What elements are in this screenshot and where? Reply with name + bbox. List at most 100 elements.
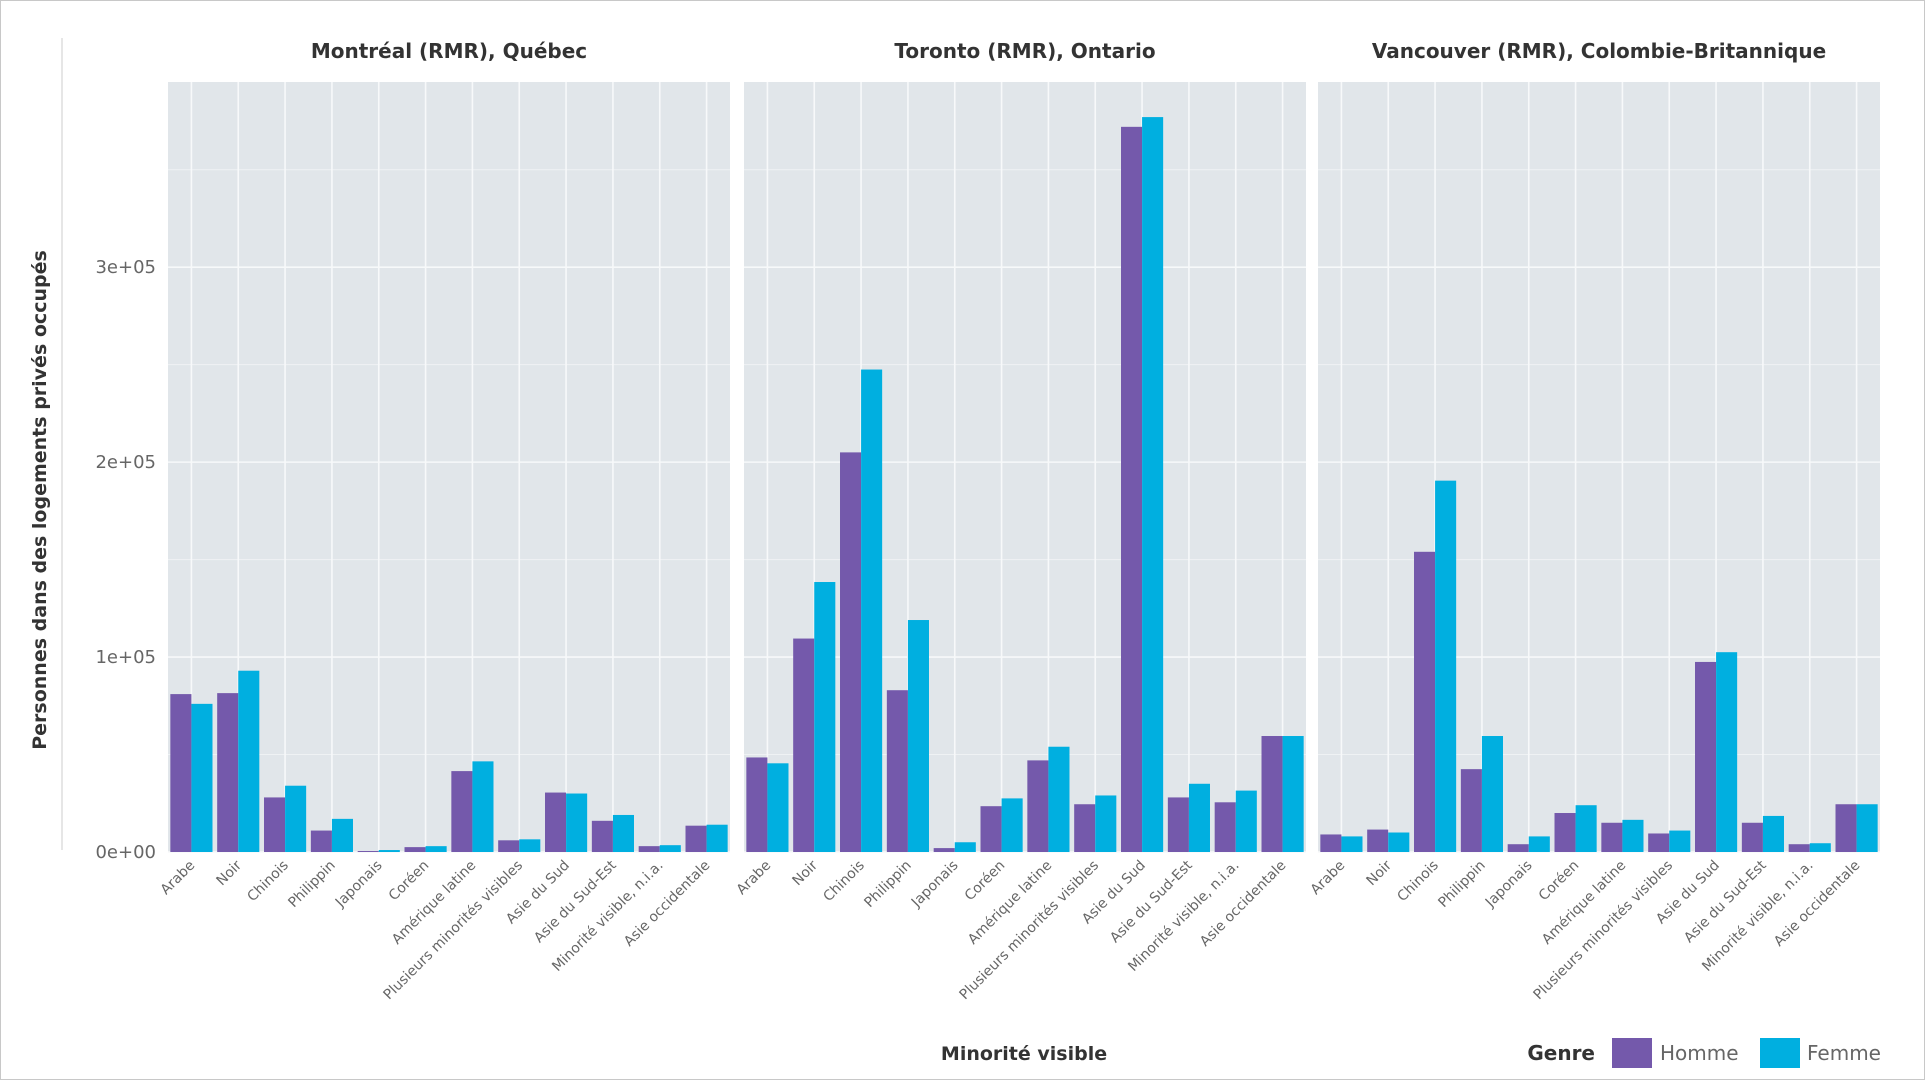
bar-homme bbox=[217, 693, 239, 852]
bar-femme bbox=[1048, 746, 1070, 852]
legend-label-homme: Homme bbox=[1660, 1041, 1739, 1065]
bar-homme bbox=[264, 797, 286, 852]
x-tick-label: Noir bbox=[789, 857, 821, 889]
y-tick-label: 2e+05 bbox=[95, 452, 156, 473]
x-tick-label: Amérique latine bbox=[965, 858, 1055, 948]
bar-homme bbox=[1320, 834, 1342, 852]
bar-homme bbox=[357, 851, 379, 852]
bar-femme bbox=[519, 839, 541, 852]
bar-femme bbox=[612, 814, 634, 852]
x-tick-label: Amérique latine bbox=[1539, 858, 1629, 948]
bar-femme bbox=[566, 793, 588, 852]
bar-femme bbox=[1809, 843, 1831, 852]
bar-femme bbox=[1481, 736, 1503, 852]
x-tick-label: Chinois bbox=[1394, 858, 1441, 905]
bar-homme bbox=[1121, 126, 1143, 852]
x-tick-label: Arabe bbox=[158, 858, 199, 899]
bar-homme bbox=[451, 771, 473, 852]
bar-femme bbox=[1388, 832, 1410, 852]
bar-homme bbox=[1601, 822, 1623, 852]
bar-femme bbox=[1142, 117, 1164, 852]
bar-femme bbox=[767, 763, 789, 852]
x-tick-label: Arabe bbox=[1308, 858, 1349, 899]
x-tick-label: Philippin bbox=[285, 858, 338, 911]
y-tick-label: 3e+05 bbox=[95, 257, 156, 278]
x-tick-label: Japonais bbox=[1482, 858, 1536, 912]
bar-femme bbox=[706, 824, 728, 852]
bar-femme bbox=[1188, 783, 1210, 852]
x-tick-label: Noir bbox=[213, 857, 245, 889]
legend-title: Genre bbox=[1527, 1041, 1595, 1065]
x-tick-label: Philippin bbox=[1435, 858, 1488, 911]
bar-femme bbox=[425, 846, 447, 852]
bar-homme bbox=[685, 825, 707, 852]
bar-femme bbox=[1095, 795, 1117, 852]
panel-title: Vancouver (RMR), Colombie-Britannique bbox=[1372, 39, 1826, 63]
bar-femme bbox=[1762, 815, 1784, 852]
bar-homme bbox=[170, 694, 192, 852]
y-tick-label: 0e+00 bbox=[95, 842, 156, 863]
bar-homme bbox=[1414, 551, 1436, 852]
bar-femme bbox=[1669, 830, 1691, 852]
bar-femme bbox=[814, 582, 836, 852]
bar-homme bbox=[1167, 797, 1189, 852]
legend-label-femme: Femme bbox=[1807, 1041, 1881, 1065]
bar-femme bbox=[861, 369, 883, 852]
y-axis-title: Personnes dans des logements privés occu… bbox=[29, 250, 51, 750]
bar-homme bbox=[1460, 769, 1482, 852]
legend-swatch-homme bbox=[1612, 1038, 1652, 1068]
x-tick-label: Philippin bbox=[861, 858, 914, 911]
x-tick-label: Noir bbox=[1363, 857, 1395, 889]
x-tick-label: Chinois bbox=[820, 858, 867, 905]
bar-homme bbox=[1648, 833, 1670, 852]
bar-femme bbox=[954, 842, 976, 852]
x-tick-label: Amérique latine bbox=[389, 858, 479, 948]
bar-femme bbox=[191, 703, 213, 852]
bar-homme bbox=[1261, 736, 1283, 852]
bar-femme bbox=[1528, 836, 1550, 852]
bar-femme bbox=[1282, 736, 1304, 852]
x-axis-title: Minorité visible bbox=[941, 1043, 1107, 1065]
x-tick-label: Coréen bbox=[386, 858, 433, 905]
bar-femme bbox=[1575, 805, 1597, 852]
bar-homme bbox=[591, 820, 613, 852]
bar-homme bbox=[1507, 844, 1529, 852]
x-tick-label: Asie occidentale bbox=[621, 858, 713, 950]
bar-femme bbox=[285, 785, 307, 852]
bar-homme bbox=[545, 792, 567, 852]
bar-homme bbox=[886, 690, 908, 852]
bar-homme bbox=[1074, 804, 1096, 852]
x-tick-label: Asie du Sud-Est bbox=[1681, 857, 1770, 946]
bar-femme bbox=[907, 620, 929, 852]
bar-homme bbox=[638, 846, 660, 852]
bar-femme bbox=[1001, 798, 1023, 852]
bar-homme bbox=[498, 840, 520, 852]
bar-femme bbox=[1856, 804, 1878, 852]
bar-femme bbox=[1435, 480, 1457, 852]
bar-homme bbox=[1695, 661, 1717, 852]
bar-femme bbox=[331, 818, 353, 852]
panel-title: Toronto (RMR), Ontario bbox=[894, 39, 1155, 63]
bar-femme bbox=[1235, 790, 1257, 852]
bar-homme bbox=[310, 830, 332, 852]
bar-femme bbox=[1622, 819, 1644, 852]
panel-background bbox=[744, 82, 1306, 852]
x-tick-label: Asie du Sud-Est bbox=[531, 857, 620, 946]
bar-femme bbox=[1716, 652, 1738, 852]
bar-homme bbox=[1741, 822, 1763, 852]
x-tick-label: Chinois bbox=[244, 858, 291, 905]
bar-homme bbox=[1027, 760, 1049, 852]
x-tick-label: Asie du Sud-Est bbox=[1107, 857, 1196, 946]
bar-femme bbox=[238, 670, 260, 852]
panel-background bbox=[168, 82, 730, 852]
bar-homme bbox=[404, 847, 426, 852]
y-tick-label: 1e+05 bbox=[95, 647, 156, 668]
x-tick-label: Japonais bbox=[332, 858, 386, 912]
bar-homme bbox=[746, 757, 768, 852]
panel-title: Montréal (RMR), Québec bbox=[311, 39, 587, 63]
x-tick-label: Asie occidentale bbox=[1771, 858, 1863, 950]
legend-swatch-femme bbox=[1760, 1038, 1800, 1068]
panel-background bbox=[1318, 82, 1880, 852]
